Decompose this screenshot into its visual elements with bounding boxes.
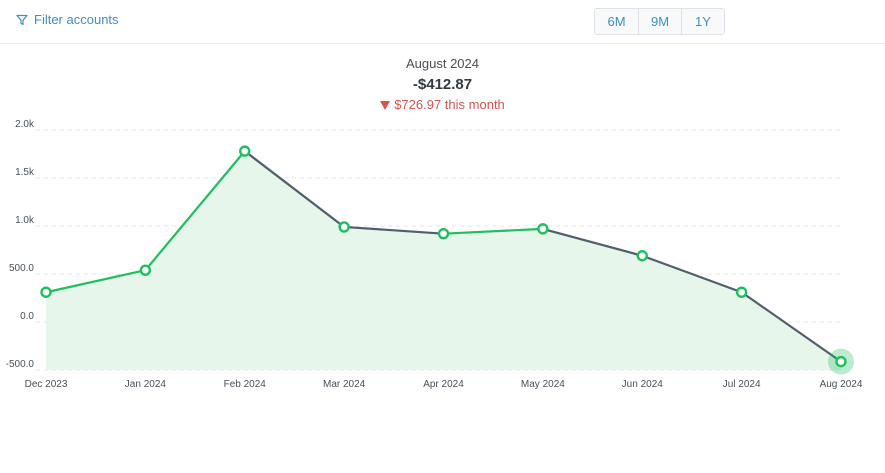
x-tick-label: Feb 2024 (224, 379, 267, 390)
monthly-change: $726.97 this month (380, 97, 505, 113)
data-point[interactable] (537, 223, 549, 235)
line-segment (44, 269, 147, 294)
line-segment (740, 291, 843, 363)
period-label: August 2024 (405, 56, 479, 71)
line-segment (442, 227, 544, 235)
x-tick-label: Mar 2024 (323, 379, 366, 390)
x-tick-label: May 2024 (521, 379, 565, 390)
filter-accounts-label: Filter accounts (34, 12, 119, 27)
balance-chart: 2.0k 1.5k 1.0k 500.0 0.0 -500.0 Dec 2023 Jan 2… (6, 119, 863, 390)
funnel-icon (16, 14, 28, 26)
y-tick-label: -500.0 (6, 359, 35, 370)
x-tick-label: Jun 2024 (622, 379, 664, 390)
line-segment (144, 150, 246, 272)
y-tick-label: 1.5k (15, 167, 35, 178)
data-point[interactable] (239, 145, 251, 157)
area-fill (46, 151, 841, 370)
x-tick-label: Apr 2024 (423, 379, 464, 390)
balance-summary: August 2024 -$412.87 $726.97 this month (0, 56, 885, 115)
triangle-down-icon (380, 100, 391, 110)
balance-value: -$412.87 (412, 76, 473, 93)
range-1y-button[interactable]: 1Y (681, 9, 724, 34)
chart-area (46, 151, 841, 370)
line-segment (541, 227, 644, 257)
y-tick-label: 500.0 (9, 263, 34, 274)
x-tick-label: Dec 2023 (25, 379, 68, 390)
y-tick-label: 2.0k (15, 119, 35, 130)
data-point[interactable] (636, 250, 648, 262)
data-point[interactable] (437, 227, 450, 240)
data-point[interactable] (338, 221, 350, 233)
data-point[interactable] (735, 286, 748, 298)
y-tick-label: 0.0 (20, 311, 34, 322)
line-segment (641, 254, 743, 294)
monthly-change-label: $726.97 this month (394, 97, 505, 112)
time-range-selector: 6M 9M 1Y (594, 8, 725, 35)
y-tick-label: 1.0k (15, 215, 35, 226)
y-axis-ticks: 2.0k 1.5k 1.0k 500.0 0.0 -500.0 (6, 119, 35, 370)
line-segment (343, 225, 445, 235)
x-tick-label: Jul 2024 (723, 379, 761, 390)
filter-accounts-button[interactable]: Filter accounts (16, 12, 119, 27)
range-6m-button[interactable]: 6M (595, 9, 638, 34)
x-axis-ticks: Dec 2023 Jan 2024 Feb 2024 Mar 2024 Apr 2024… (25, 379, 863, 390)
chart-lines (44, 150, 843, 363)
data-point[interactable] (139, 264, 152, 276)
data-point[interactable] (40, 286, 52, 298)
range-9m-button[interactable]: 9M (638, 9, 681, 34)
line-segment (243, 150, 346, 229)
chart-points (40, 145, 854, 375)
x-tick-label: Aug 2024 (820, 379, 863, 390)
data-point[interactable] (835, 355, 847, 368)
toolbar: Filter accounts 6M 9M 1Y (0, 0, 885, 44)
x-tick-label: Jan 2024 (125, 379, 167, 390)
